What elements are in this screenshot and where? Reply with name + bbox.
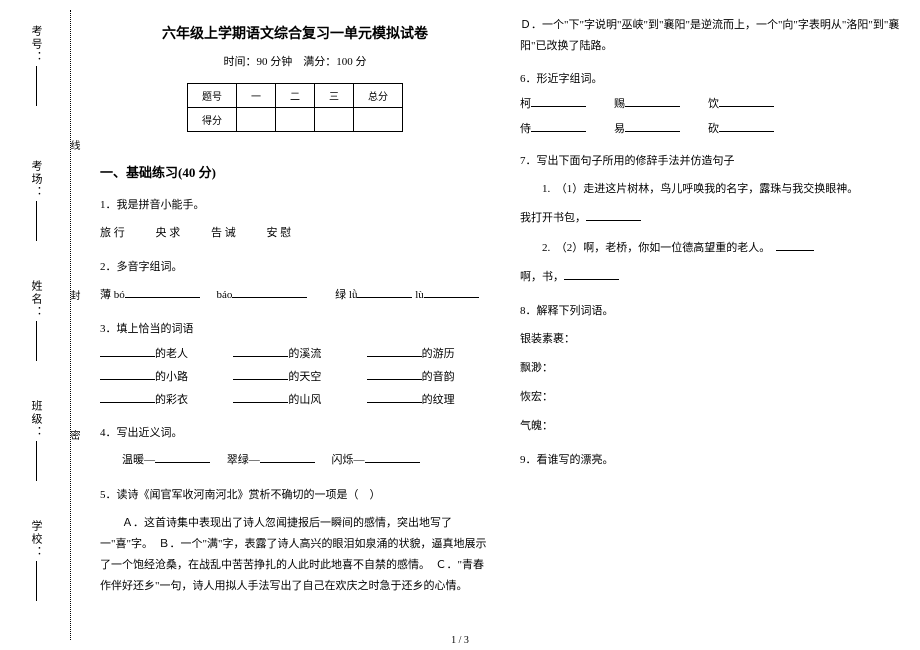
question-2: 2．多音字组词。 薄 bó báo 绿 lǜ lù [100,257,490,307]
score-table: 题号 一 二 三 总分 得分 [187,83,403,132]
table-row: 题号 一 二 三 总分 [188,84,403,108]
gutter-cut-1: 线 [66,140,81,150]
gutter-label-name: 姓名： [28,280,44,363]
page-content: 六年级上学期语文综合复习一单元模拟试卷 时间：90 分钟 满分：100 分 题号… [100,15,910,630]
cell: 题号 [188,84,237,108]
gutter-dotted-line [70,10,71,640]
cell: 一 [237,84,276,108]
cell: 总分 [354,84,403,108]
exam-title: 六年级上学期语文综合复习一单元模拟试卷 [100,23,490,43]
gutter-label-school: 学校： [28,520,44,603]
cell: 得分 [188,108,237,132]
exam-subtitle: 时间：90 分钟 满分：100 分 [100,53,490,69]
question-8: 8．解释下列词语。 银装素裹： 飘渺： 恢宏： 气魄： [520,301,910,438]
gutter-label-class: 班级： [28,400,44,483]
table-row: 得分 [188,108,403,132]
gutter-cut-2: 封 [66,290,81,300]
question-7: 7．写出下面句子所用的修辞手法并仿造句子 1. （1）走进这片树林，鸟儿呼唤我的… [520,151,910,288]
cell [237,108,276,132]
section-heading-1: 一、基础练习(40 分) [100,162,490,181]
question-1: 1．我是拼音小能手。 旅 行 央 求 告 诫 安 慰 [100,195,490,245]
question-6: 6．形近字组词。 柯 赐 饮 侍 易 砍 [520,69,910,140]
gutter-label-room: 考场： [28,160,44,243]
gutter-cut-3: 密 [66,430,81,440]
cell [354,108,403,132]
cell: 二 [276,84,315,108]
cell [276,108,315,132]
question-9: 9．看谁写的漂亮。 [520,450,910,471]
binding-gutter: 考号： 线 考场： 姓名： 封 班级： 密 学校： [0,0,95,650]
page-number: 1 / 3 [0,635,920,646]
gutter-label-examid: 考号： [28,25,44,108]
cell: 三 [315,84,354,108]
question-3: 3．填上恰当的词语 的老人 的溪流 的游历 的小路 的天空 的音韵 的彩衣 的山… [100,319,490,411]
cell [315,108,354,132]
question-4: 4．写出近义词。 温暖— 翠绿— 闪烁— [100,423,490,473]
